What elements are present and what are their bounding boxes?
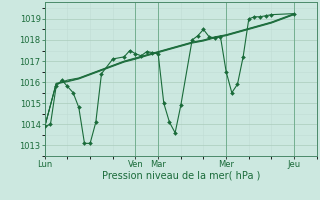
X-axis label: Pression niveau de la mer( hPa ): Pression niveau de la mer( hPa ) (102, 171, 260, 181)
